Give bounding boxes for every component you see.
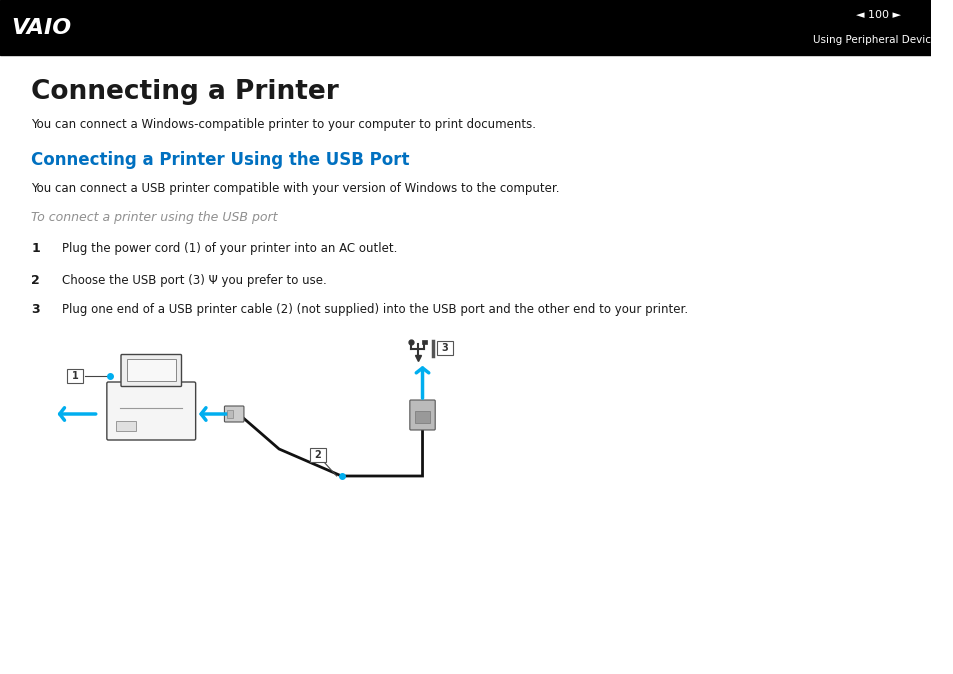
Bar [227,410,233,418]
FancyBboxPatch shape [410,400,435,430]
Text: 2: 2 [314,450,321,460]
FancyBboxPatch shape [121,355,181,386]
Text: Plug the power cord (1) of your printer into an AC outlet.: Plug the power cord (1) of your printer … [62,242,397,255]
Bar [116,421,135,431]
Text: To connect a printer using the USB port: To connect a printer using the USB port [31,211,277,224]
Text: 3: 3 [31,303,40,316]
Bar [421,340,427,344]
Text: Connecting a Printer Using the USB Port: Connecting a Printer Using the USB Port [31,151,409,169]
Text: You can connect a USB printer compatible with your version of Windows to the com: You can connect a USB printer compatible… [31,182,559,195]
Text: Connecting a Printer: Connecting a Printer [31,79,338,105]
Text: 1: 1 [31,242,40,255]
Text: Using Peripheral Devices: Using Peripheral Devices [812,34,943,44]
Bar [436,341,453,355]
Bar [415,411,430,423]
Text: 3: 3 [441,343,448,353]
Text: ◄ 100 ►: ◄ 100 ► [855,10,900,20]
Text: Choose the USB port (3) Ψ you prefer to use.: Choose the USB port (3) Ψ you prefer to … [62,274,327,287]
Bar [68,369,83,383]
Text: 1: 1 [71,371,78,381]
Text: You can connect a Windows-compatible printer to your computer to print documents: You can connect a Windows-compatible pri… [31,118,536,131]
Text: Plug one end of a USB printer cable (2) (not supplied) into the USB port and the: Plug one end of a USB printer cable (2) … [62,303,688,316]
Text: VAIO: VAIO [11,18,71,38]
Bar [127,359,175,381]
FancyBboxPatch shape [224,406,244,422]
FancyBboxPatch shape [107,382,195,440]
Bar [0,0,930,55]
Bar [310,448,326,462]
Text: 2: 2 [31,274,40,287]
